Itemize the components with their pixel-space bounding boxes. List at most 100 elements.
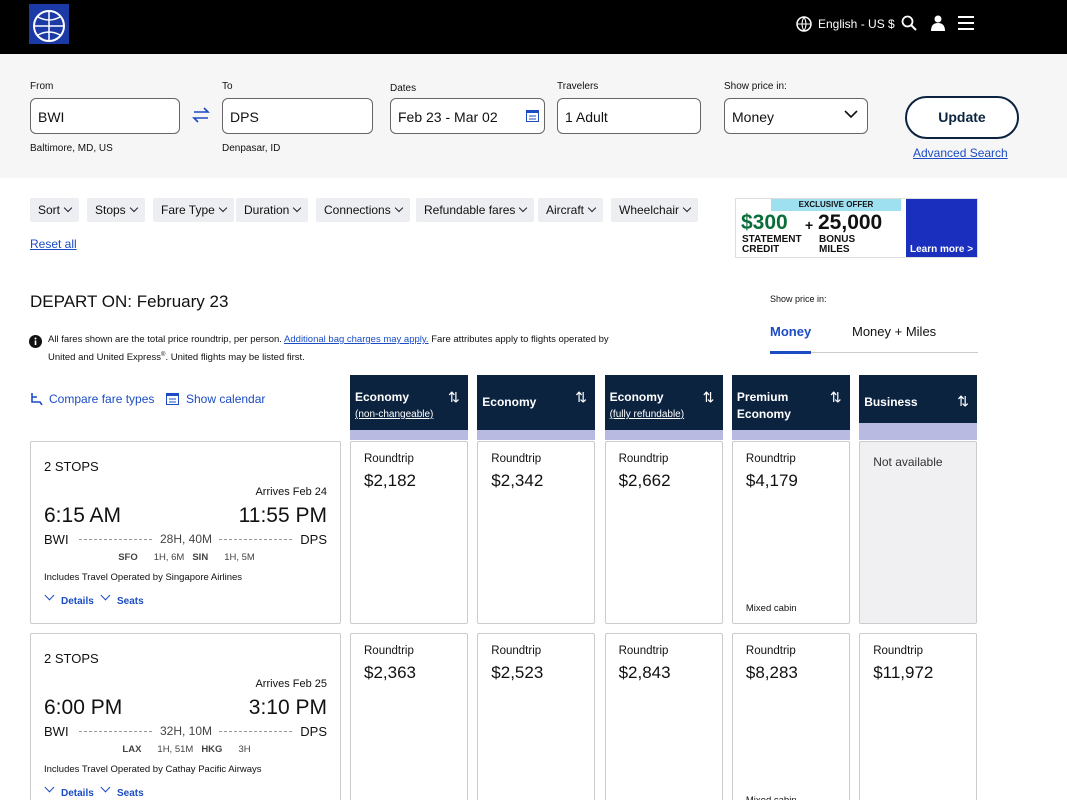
to-label: To	[222, 81, 233, 92]
notice-text: All fares shown are the total price roun…	[48, 334, 285, 345]
flight-action[interactable]: Details	[61, 596, 94, 607]
column-band	[859, 423, 978, 440]
stops: 2 STOPS	[44, 651, 99, 666]
fare-price: $4,179	[745, 471, 798, 490]
dropdown-arrow	[844, 110, 858, 119]
ad-miles-label: BONUS MILES	[819, 234, 856, 255]
fare-price: $2,182	[364, 471, 416, 490]
price-mode-label: Show price in:	[724, 81, 787, 92]
fare-card[interactable]: Roundtrip $8,283 Mixed cabin	[731, 633, 850, 800]
duration: 28H, 40M	[154, 532, 219, 546]
arrival-date: Arrives Feb 25	[255, 678, 327, 690]
account-icon[interactable]	[931, 15, 945, 31]
filter-chip[interactable]: Refundable fares	[416, 198, 535, 222]
destination: DPS	[300, 724, 327, 739]
ad-cta[interactable]: Learn more >	[910, 244, 974, 255]
sort-icon[interactable]: ⇅	[957, 393, 969, 409]
fare-card[interactable]: Roundtrip $2,342	[477, 441, 596, 624]
flight-action[interactable]: Seats	[117, 788, 144, 799]
filter-chip[interactable]: Aircraft	[538, 198, 604, 222]
filter-chip[interactable]: Connections	[316, 198, 410, 222]
ad-banner[interactable]: EXCLUSIVE OFFER $300 STATEMENT CREDIT + …	[735, 198, 978, 258]
depart-time: 6:00 PM	[44, 696, 123, 719]
fare-card[interactable]: Roundtrip $2,182	[350, 441, 468, 624]
arrive-time: 3:10 PM	[248, 696, 327, 719]
fare-price: $8,283	[745, 663, 798, 682]
fare-card[interactable]: Roundtrip $2,523	[477, 633, 596, 800]
to-input[interactable]: DPS	[222, 98, 373, 134]
flight-action[interactable]: Seats	[117, 596, 144, 607]
fare-price: $2,523	[491, 663, 544, 682]
menu-icon[interactable]	[958, 16, 974, 30]
fare-card[interactable]: Roundtrip $2,662	[604, 441, 723, 624]
arrive-time: 11:55 PM	[238, 504, 327, 527]
calendar-icon	[166, 393, 179, 405]
ad-amount-label: STATEMENT CREDIT	[742, 234, 802, 255]
filter-chip[interactable]: Stops	[87, 198, 145, 222]
ad-badge: EXCLUSIVE OFFER	[771, 199, 901, 211]
fare-card: Not available	[859, 441, 978, 624]
fare-label: Roundtrip	[491, 453, 542, 465]
fare-column-header[interactable]: Economy	[477, 375, 596, 430]
fare-card[interactable]: Roundtrip $2,843	[604, 633, 723, 800]
connection-code: HKG	[201, 744, 223, 755]
fare-card[interactable]: Roundtrip $2,363	[350, 633, 468, 800]
dates-input[interactable]: Feb 23 - Mar 02	[390, 98, 545, 134]
fare-column-header[interactable]: Premium Economy	[731, 375, 850, 430]
filter-chip[interactable]: Duration	[236, 198, 309, 222]
connections: SFO 1H, 6M SIN 1H, 5M	[31, 552, 342, 563]
fare-column-header[interactable]: Economy (fully refundable)	[604, 375, 723, 430]
fare-column-header[interactable]: Business	[859, 375, 978, 423]
flight-card[interactable]: 2 STOPS Arrives Feb 24 6:15 AM 11:55 PM BWI D…	[30, 441, 341, 624]
origin: BWI	[44, 724, 69, 739]
tab-money[interactable]: Money	[770, 324, 812, 339]
fare-label: Roundtrip	[745, 453, 796, 465]
update-button[interactable]: Update	[905, 96, 1019, 139]
search-icon[interactable]	[901, 15, 917, 31]
filter-chip[interactable]: Sort	[30, 198, 80, 222]
globe-icon[interactable]	[796, 16, 812, 32]
filter-chip[interactable]: Fare Type	[153, 198, 234, 222]
sort-icon[interactable]: ⇅	[702, 389, 715, 405]
flight-card[interactable]: 2 STOPS Arrives Feb 25 6:00 PM 3:10 PM BWI DP…	[30, 633, 341, 800]
logo[interactable]	[29, 4, 69, 44]
sort-icon[interactable]: ⇅	[448, 389, 460, 405]
fare-label: Roundtrip	[618, 453, 669, 465]
travelers-label: Travelers	[557, 81, 599, 92]
origin: BWI	[44, 532, 69, 547]
fare-card[interactable]: Roundtrip $4,179 Mixed cabin	[731, 441, 850, 624]
notice-text: Fare attributes apply to flights operate…	[48, 334, 609, 363]
calendar-icon	[526, 110, 539, 122]
compare-fares[interactable]: Compare fare types	[49, 392, 155, 406]
fare-column-header[interactable]: Economy (non-changeable)	[350, 375, 468, 430]
sort-icon[interactable]: ⇅	[575, 389, 588, 405]
column-band	[731, 430, 850, 440]
connection-time: 1H, 51M	[157, 744, 194, 755]
fare-note: Mixed cabin	[745, 603, 797, 614]
reset-all[interactable]: Reset all	[30, 237, 77, 251]
fare-label: Roundtrip	[364, 645, 414, 657]
fare-label: Roundtrip	[618, 645, 669, 657]
from-input[interactable]: BWI	[30, 98, 180, 134]
bag-charges-link[interactable]: Additional bag charges may apply.	[284, 334, 429, 345]
column-name: Economy	[482, 395, 537, 409]
travelers-input[interactable]: 1 Adult	[557, 98, 701, 134]
filter-chip[interactable]: Wheelchair	[611, 198, 699, 222]
operator: Includes Travel Operated by Cathay Pacif…	[44, 764, 262, 775]
fare-label: Roundtrip	[873, 645, 924, 657]
fare-price: $11,972	[873, 663, 934, 682]
tab-money-miles[interactable]: Money + Miles	[852, 324, 937, 339]
fare-note: Mixed cabin	[746, 795, 797, 800]
flight-action[interactable]: Details	[61, 788, 94, 799]
show-calendar[interactable]: Show calendar	[186, 392, 266, 406]
fare-label: Roundtrip	[745, 645, 796, 657]
price-mode-select[interactable]: Money	[724, 98, 868, 134]
notice-text: . United flights may be listed first.	[165, 351, 305, 363]
swap-icon[interactable]	[192, 107, 210, 123]
advanced-search[interactable]: Advanced Search	[913, 146, 1008, 160]
fare-card[interactable]: Roundtrip $11,972	[859, 633, 978, 800]
language[interactable]: English - US $	[818, 17, 895, 31]
column-band	[477, 430, 596, 440]
price-toggle-label: Show price in:	[770, 294, 827, 304]
sort-icon[interactable]: ⇅	[829, 389, 842, 405]
